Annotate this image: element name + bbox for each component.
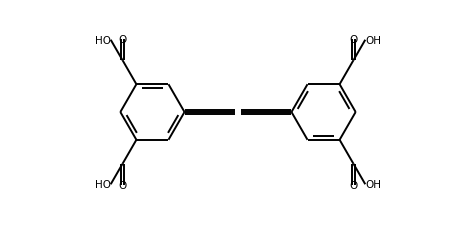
- Text: OH: OH: [365, 36, 381, 45]
- Text: O: O: [349, 180, 357, 190]
- Text: O: O: [349, 35, 357, 45]
- Text: HO: HO: [95, 36, 111, 45]
- Text: HO: HO: [95, 180, 111, 189]
- Text: O: O: [119, 35, 127, 45]
- Text: O: O: [119, 180, 127, 190]
- Text: OH: OH: [365, 180, 381, 189]
